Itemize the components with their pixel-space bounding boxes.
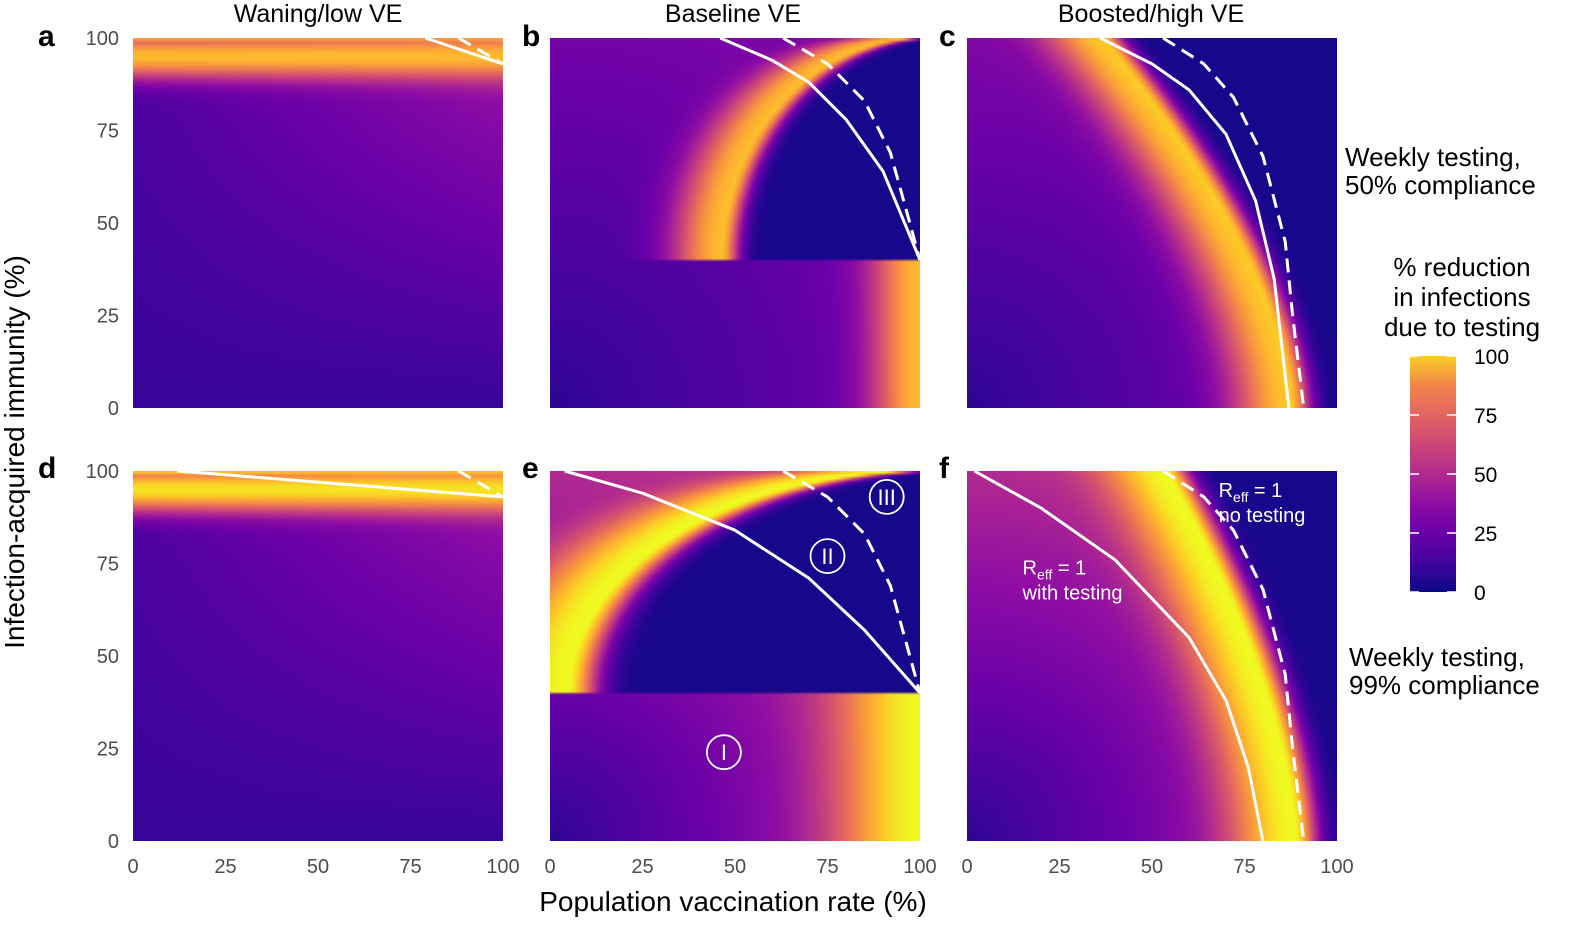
y-tick-label: 25 [97, 306, 119, 328]
panel-label-b: b [522, 20, 540, 53]
region-circle [809, 538, 846, 574]
x-tick-label: 25 [631, 856, 653, 878]
region-label: I [721, 740, 727, 765]
annotation-subscript: eff [1037, 567, 1052, 583]
reff-no-testing-line-a [457, 36, 504, 66]
y-tick-label: 75 [97, 121, 119, 143]
panel-label-d: d [38, 452, 56, 485]
x-tick-label: 100 [1320, 856, 1353, 878]
legend-title-line3: due to testing [1384, 312, 1540, 342]
y-tick-label: 0 [108, 398, 119, 420]
y-tick-label: 100 [86, 28, 119, 50]
x-tick-label: 0 [961, 856, 972, 878]
panel-label-a: a [38, 20, 55, 53]
x-tick-label: 0 [544, 856, 555, 878]
annotation-equals: = 1 [1052, 558, 1086, 580]
x-tick-label: 100 [486, 856, 519, 878]
x-tick-label: 50 [724, 856, 746, 878]
region-label: II [821, 544, 833, 569]
row-label-top-line2: 50% compliance [1345, 170, 1536, 200]
reff-no-testing-line-c [1162, 36, 1306, 409]
heatmap-f [967, 471, 1337, 841]
panel-c: c [939, 20, 1337, 409]
legend-title-line1: % reduction [1393, 252, 1530, 282]
region-circle [706, 734, 742, 771]
annotation-equals: = 1 [1248, 480, 1282, 502]
panel-label-c: c [939, 20, 956, 53]
x-tick-label: 25 [214, 856, 236, 878]
panel-label-f: f [939, 452, 950, 485]
panel-d: d 0 25 50 75 100 0 25 50 75 100 [38, 452, 520, 878]
annotation-reff: Reff = 1 [1023, 558, 1087, 583]
panel-a: a 0 25 50 75 100 [38, 20, 504, 420]
heatmap-e [550, 471, 920, 841]
annotation-condition: with testing [1022, 583, 1123, 605]
legend-tick-label: 50 [1474, 464, 1497, 487]
legend-title-line2: in infections [1393, 282, 1530, 312]
x-axis-title: Population vaccination rate (%) [539, 886, 927, 917]
heatmap-c [967, 38, 1337, 408]
legend-tick-label: 0 [1474, 582, 1486, 605]
x-tick-label: 0 [127, 856, 138, 878]
legend-tick-label: 100 [1474, 346, 1509, 369]
reff-with-testing-line-d [177, 469, 504, 499]
heatmap-a [133, 38, 503, 408]
region-circle [868, 478, 905, 515]
reff-with-testing-line-f [973, 469, 1265, 842]
column-title-baseline: Baseline VE [665, 0, 801, 28]
annotation-condition: no testing [1219, 505, 1306, 527]
panel-b: b [522, 20, 922, 408]
reff-with-testing-line-b [719, 36, 922, 261]
row-label-bottom-line2: 99% compliance [1349, 670, 1540, 700]
y-tick-label: 100 [86, 461, 119, 483]
panel-label-e: e [522, 452, 539, 485]
x-tick-label: 100 [903, 856, 936, 878]
y-tick-label: 75 [97, 554, 119, 576]
legend-tick-label: 25 [1474, 523, 1497, 546]
x-tick-label: 75 [1233, 856, 1255, 878]
column-title-boosted: Boosted/high VE [1058, 0, 1244, 28]
x-tick-label: 75 [399, 856, 421, 878]
y-tick-label: 25 [97, 739, 119, 761]
x-tick-label: 25 [1048, 856, 1070, 878]
y-tick-label: 0 [108, 831, 119, 853]
colorbar-legend: % reduction in infections due to testing… [1384, 252, 1540, 605]
annotation-reff: Reff = 1 [1219, 480, 1283, 505]
reff-no-testing-line-d [457, 469, 504, 499]
legend-tick-label: 75 [1474, 405, 1497, 428]
row-label-top-line1: Weekly testing, [1345, 142, 1521, 172]
row-label-bottom-line1: Weekly testing, [1349, 642, 1525, 672]
heatmap-d [133, 471, 503, 841]
x-tick-label: 50 [1141, 856, 1163, 878]
reff-with-testing-line-e [564, 469, 922, 694]
annotation-subscript: eff [1233, 489, 1248, 505]
x-tick-label: 75 [816, 856, 838, 878]
reff-no-testing-line-b [782, 36, 922, 261]
reff-no-testing-line-f [1162, 469, 1306, 842]
reff-with-testing-line-a [424, 36, 504, 66]
y-tick-label: 50 [97, 213, 119, 235]
x-tick-label: 50 [307, 856, 329, 878]
reff-with-testing-line-c [1099, 36, 1291, 409]
region-label: III [878, 485, 896, 510]
reff-no-testing-line-e [782, 469, 922, 694]
heatmap-b [550, 38, 920, 408]
y-axis-title: Infection-acquired immunity (%) [0, 255, 30, 649]
column-title-waning: Waning/low VE [234, 0, 403, 28]
y-tick-label: 50 [97, 646, 119, 668]
